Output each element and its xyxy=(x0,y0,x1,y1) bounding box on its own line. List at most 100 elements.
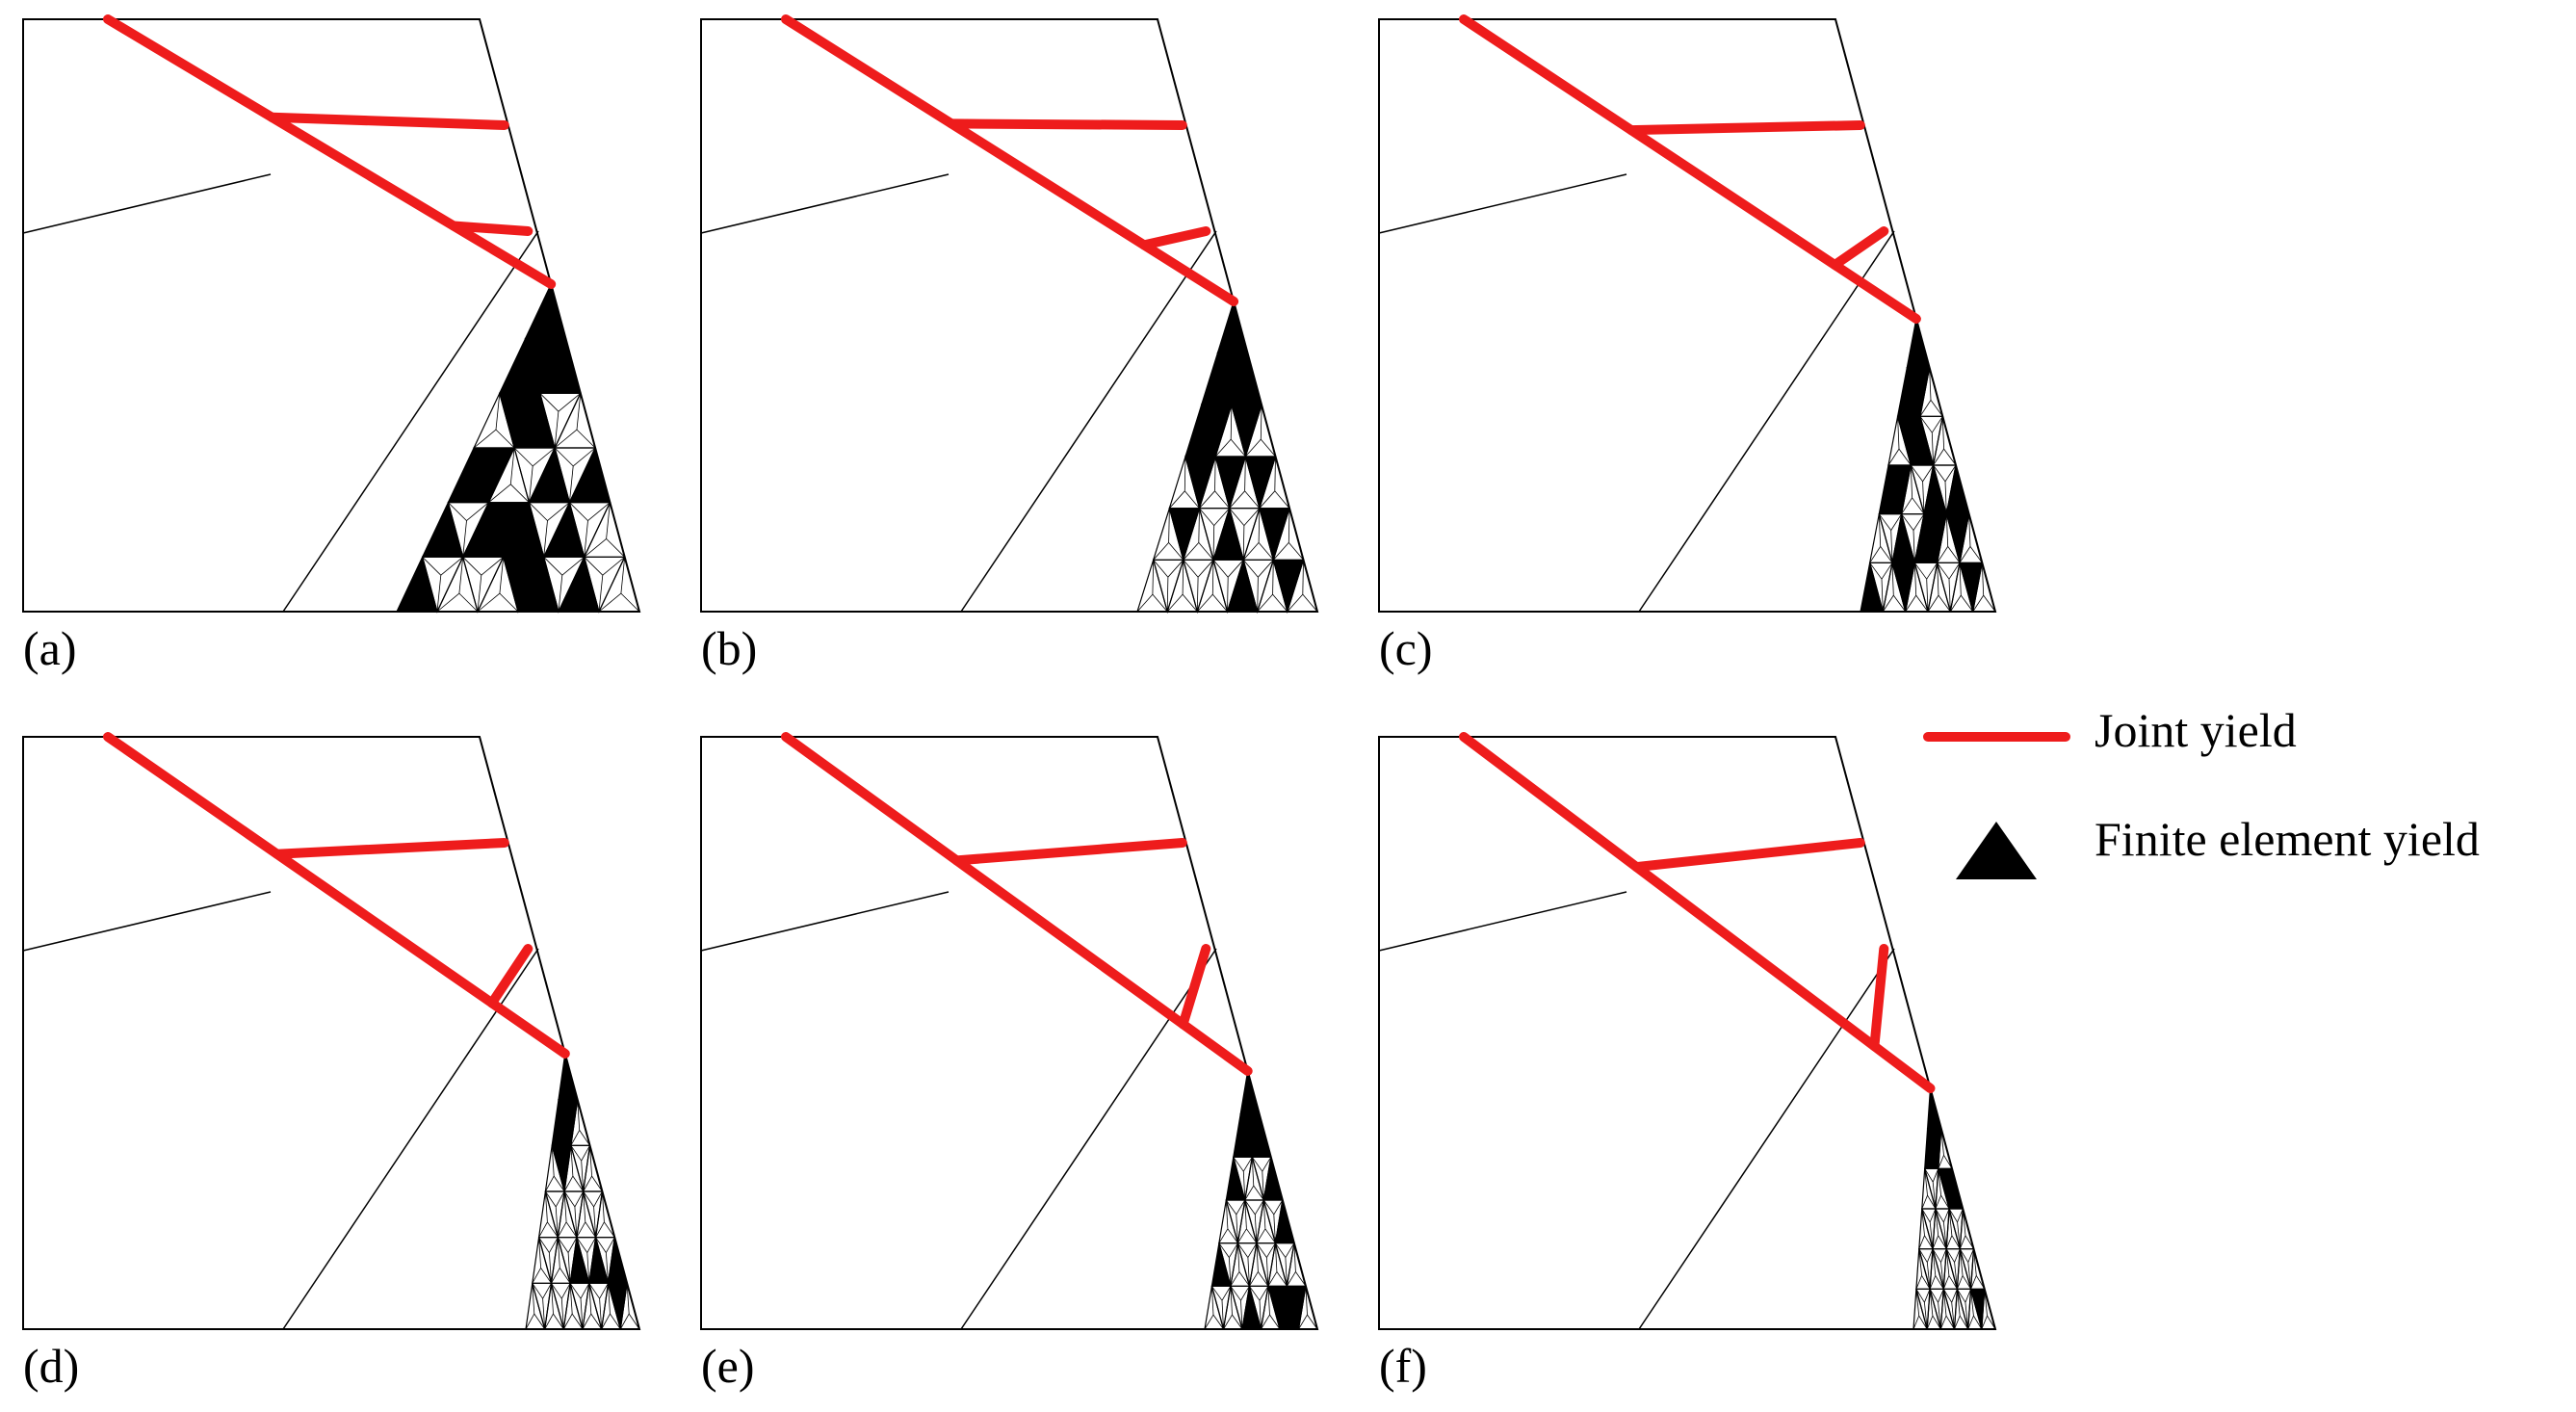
mesh-edge xyxy=(1214,438,1232,458)
panel: (f) xyxy=(1378,732,1997,1393)
mesh-edge xyxy=(1932,1168,1939,1183)
mesh-edge xyxy=(1211,1286,1223,1301)
mesh-edge xyxy=(477,575,482,613)
mesh-edge xyxy=(1890,513,1902,531)
yielded-elements xyxy=(552,1054,628,1329)
mesh-edge xyxy=(1935,1275,1944,1290)
mesh-edge xyxy=(1919,400,1932,417)
mesh-edge xyxy=(1949,594,1962,613)
mesh-edge xyxy=(1298,1314,1308,1330)
mesh-edge xyxy=(551,1145,555,1177)
mesh-edge xyxy=(1198,542,1214,561)
joint-line xyxy=(1378,891,1627,952)
mesh-edge xyxy=(1869,546,1882,563)
mesh-edge xyxy=(1273,542,1289,561)
mesh-edge xyxy=(1919,416,1933,433)
mesh-edge xyxy=(1930,400,1943,417)
slope-outline xyxy=(1378,736,1997,1330)
mesh-edge xyxy=(1905,594,1917,613)
mesh-edge xyxy=(1153,560,1169,578)
mesh-edge xyxy=(555,1206,559,1238)
mesh-edge xyxy=(1943,1221,1947,1249)
mesh-edge xyxy=(1945,1235,1953,1249)
mesh-edge xyxy=(1262,1199,1275,1216)
mesh-edge xyxy=(1887,448,1900,466)
mesh-edge xyxy=(488,484,511,504)
slope-outline xyxy=(22,736,641,1330)
mesh-edge xyxy=(1983,594,1996,613)
mesh-edge xyxy=(1302,560,1304,595)
mesh-edge xyxy=(473,429,497,449)
mesh-edge xyxy=(563,1190,567,1222)
mesh-edge xyxy=(542,1298,546,1330)
joint-yield-lines xyxy=(103,14,557,289)
mesh-edge xyxy=(580,1298,584,1330)
mesh-edge xyxy=(1288,508,1290,543)
mesh-element xyxy=(1152,559,1184,614)
mesh-edge xyxy=(1957,1289,1961,1317)
mesh-edge xyxy=(1221,1300,1224,1330)
mesh-element xyxy=(537,1190,559,1239)
mesh-edge xyxy=(513,447,533,467)
mesh-edge xyxy=(1302,593,1318,613)
mesh-edge xyxy=(1272,593,1288,613)
mesh-edge xyxy=(1962,1208,1966,1236)
mesh-edge xyxy=(587,502,611,521)
mesh-edge xyxy=(599,1298,603,1330)
mesh-element xyxy=(1959,1208,1975,1250)
joint-yield-line xyxy=(103,732,570,1059)
mesh-edge xyxy=(1935,1194,1941,1210)
mesh-edge xyxy=(1938,1289,1944,1303)
mesh-edge xyxy=(1959,1235,1966,1249)
mesh-edge xyxy=(574,1206,578,1238)
mesh-edge xyxy=(1166,593,1184,613)
mesh-edge xyxy=(1254,1199,1264,1216)
mesh-edge xyxy=(1957,1275,1964,1290)
mesh-edge xyxy=(1168,508,1170,543)
mesh-edge xyxy=(1881,562,1893,580)
mesh-edge xyxy=(1890,530,1893,563)
yielded-element xyxy=(1252,1113,1271,1158)
mesh-edge xyxy=(561,556,585,576)
mesh-edge xyxy=(1882,594,1894,613)
yielded-element xyxy=(1914,513,1938,563)
mesh-edge xyxy=(1944,464,1957,483)
mesh-edge xyxy=(547,502,570,521)
mesh-element xyxy=(1913,562,1939,613)
mesh-edge xyxy=(1230,1271,1240,1287)
mesh-edge xyxy=(1273,1199,1284,1216)
mesh-edge xyxy=(569,1283,582,1299)
mesh-element xyxy=(1936,562,1961,613)
yielded-element xyxy=(1227,560,1258,612)
mesh-edge xyxy=(606,538,625,558)
mesh-element xyxy=(1286,1242,1307,1287)
mesh-edge xyxy=(1242,1171,1246,1201)
mesh-edge xyxy=(1898,448,1912,466)
mesh-edge xyxy=(1951,1302,1955,1330)
mesh-edge xyxy=(1153,542,1169,561)
mesh-edge xyxy=(1266,1242,1276,1258)
mesh-edge xyxy=(1232,1314,1243,1330)
mesh-edge xyxy=(1295,1271,1307,1287)
mesh-edge xyxy=(595,1237,607,1253)
mesh-edge xyxy=(1230,405,1233,440)
mesh-edge xyxy=(440,556,463,576)
mesh-edge xyxy=(1307,1314,1318,1330)
mesh-edge xyxy=(477,592,501,613)
mesh-edge xyxy=(1931,432,1934,466)
mesh-edge xyxy=(1941,416,1944,450)
mesh-edge xyxy=(555,1190,565,1208)
yielded-element xyxy=(559,1099,578,1146)
yielded-element xyxy=(1245,457,1276,509)
yielded-element xyxy=(1275,1200,1294,1243)
mesh-edge xyxy=(563,1190,576,1208)
yielded-element xyxy=(1287,1286,1306,1329)
yielded-element xyxy=(1280,1286,1299,1329)
mesh-edge xyxy=(1168,542,1184,561)
mesh-edge xyxy=(1926,1315,1934,1330)
mesh-edge xyxy=(1943,1155,1953,1169)
mesh-edge xyxy=(606,1237,615,1253)
mesh-edge xyxy=(539,393,559,412)
mesh-edge xyxy=(1212,525,1215,561)
